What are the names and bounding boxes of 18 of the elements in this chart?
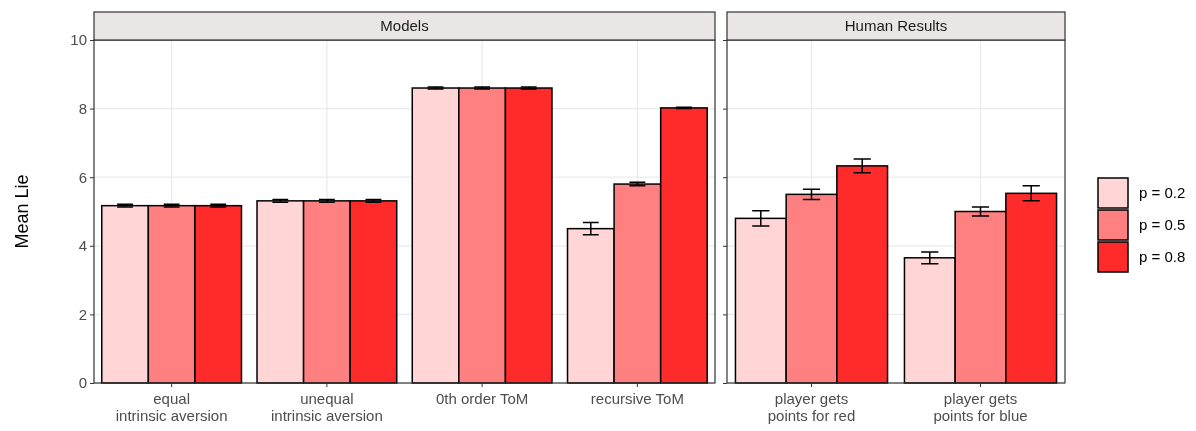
y-tick-label: 2 <box>78 305 87 323</box>
y-tick-label: 6 <box>78 168 87 186</box>
y-axis-title: Mean Lie <box>12 174 32 249</box>
chart-title: Human Results <box>844 17 948 34</box>
y-tick-label: 4 <box>78 237 87 255</box>
x-tick-label: equal intrinsic aversion <box>115 390 228 424</box>
x-tick-label: unequal intrinsic aversion <box>271 390 383 424</box>
y-tick-label: 10 <box>70 31 87 49</box>
legend-label: p = 0.8 <box>1139 248 1186 265</box>
legend-label: p = 0.2 <box>1139 184 1186 201</box>
y-tick-label: 0 <box>78 374 87 392</box>
legend-label: p = 0.5 <box>1139 216 1186 233</box>
y-tick-label: 8 <box>78 99 87 117</box>
x-tick-label: 0th order ToM <box>435 390 529 407</box>
chart-title: Models <box>380 17 429 34</box>
x-tick-label: recursive ToM <box>590 390 684 407</box>
x-tick-label: player gets points for red <box>767 390 856 424</box>
x-tick-label: player gets points for blue <box>933 390 1028 424</box>
